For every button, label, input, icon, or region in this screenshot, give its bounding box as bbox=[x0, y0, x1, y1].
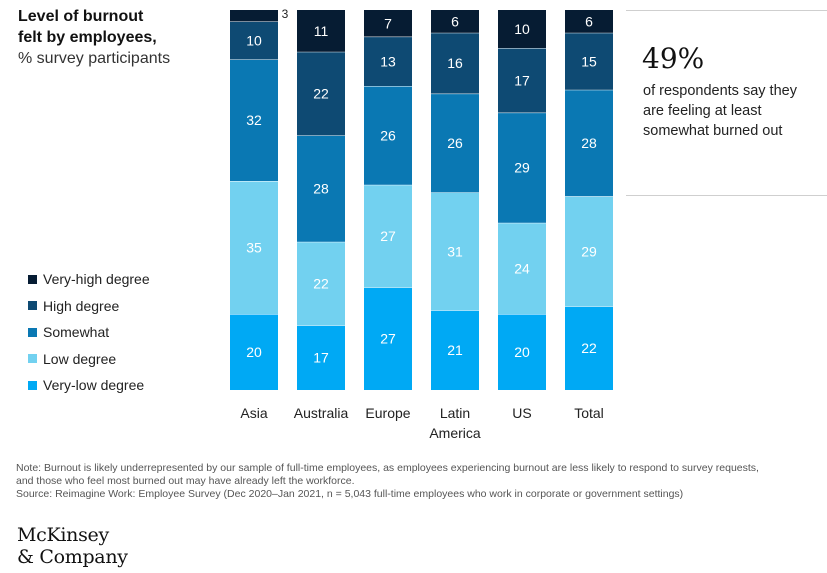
bar-segment bbox=[565, 89, 613, 197]
title-line-2: felt by employees, bbox=[18, 29, 157, 46]
chart-title: Level of burnout felt by employees, % su… bbox=[18, 6, 170, 69]
data-label: 17 bbox=[313, 350, 329, 366]
data-label: 6 bbox=[451, 13, 459, 29]
legend-label: Low degree bbox=[43, 350, 117, 367]
data-label: 26 bbox=[447, 135, 463, 151]
data-label: 10 bbox=[246, 32, 262, 48]
data-label: 16 bbox=[447, 55, 463, 71]
legend-item-very-low: Very-low degree bbox=[28, 372, 150, 399]
legend-item-high: High degree bbox=[28, 293, 150, 320]
data-label: 28 bbox=[581, 135, 597, 151]
data-label: 3 bbox=[282, 7, 289, 21]
bar-segment bbox=[565, 10, 613, 33]
bar-segment bbox=[364, 287, 412, 390]
data-label: 22 bbox=[581, 340, 597, 356]
data-label: 24 bbox=[514, 260, 530, 276]
bar-segment bbox=[297, 325, 345, 390]
note-line-1: Note: Burnout is likely underrepresented… bbox=[16, 462, 759, 474]
bar-segment bbox=[431, 192, 479, 311]
data-label: 22 bbox=[313, 276, 329, 292]
data-label: 13 bbox=[380, 53, 396, 69]
bar-segment bbox=[230, 59, 278, 181]
stacked-bar-chart: 20 35 32 10 3 Asia 17 22 28 22 11 Australia 27 27 26 13… bbox=[230, 7, 613, 441]
bar-segment bbox=[230, 314, 278, 390]
data-label: 26 bbox=[380, 127, 396, 143]
data-label: 6 bbox=[585, 13, 593, 29]
data-label: 15 bbox=[581, 53, 597, 69]
data-label: 32 bbox=[246, 112, 262, 128]
legend-swatch bbox=[28, 354, 37, 364]
legend-swatch bbox=[28, 380, 37, 390]
note-line-2: and those who feel most burned out may h… bbox=[16, 475, 355, 487]
bar-segment bbox=[498, 314, 546, 390]
data-label: 20 bbox=[246, 344, 262, 360]
bar-segment bbox=[230, 21, 278, 60]
bar-segment bbox=[431, 93, 479, 193]
legend-label: Somewhat bbox=[43, 324, 110, 341]
bar-segment bbox=[565, 196, 613, 307]
bar-segment bbox=[431, 10, 479, 33]
category-label: US bbox=[512, 405, 531, 421]
bar-segment bbox=[364, 36, 412, 86]
bar-segment bbox=[498, 10, 546, 48]
bar-segment bbox=[364, 86, 412, 185]
data-label: 21 bbox=[447, 342, 463, 358]
bar-segment bbox=[364, 184, 412, 288]
bar-segment bbox=[364, 10, 412, 37]
callout-percentage: 49% bbox=[642, 42, 705, 75]
title-subtitle: % survey participants bbox=[18, 50, 171, 67]
data-label: 27 bbox=[380, 331, 396, 347]
title-line-1: Level of burnout bbox=[18, 8, 144, 25]
category-label: Europe bbox=[365, 405, 410, 421]
legend: Very-high degree High degree Somewhat Lo… bbox=[28, 266, 150, 399]
data-label: 20 bbox=[514, 344, 530, 360]
data-label: 28 bbox=[313, 181, 329, 197]
category-label: America bbox=[429, 425, 481, 441]
bar-segment bbox=[297, 10, 345, 52]
data-label: 10 bbox=[514, 21, 530, 37]
bar-segment bbox=[230, 181, 278, 314]
category-label: Australia bbox=[294, 405, 349, 421]
legend-label: Very-low degree bbox=[43, 377, 145, 394]
legend-label: High degree bbox=[43, 297, 120, 314]
data-label: 29 bbox=[514, 160, 530, 176]
bar-segment bbox=[498, 222, 546, 314]
mckinsey-logo: McKinsey & Company bbox=[17, 524, 128, 568]
bar-segment bbox=[297, 135, 345, 242]
bar-segment bbox=[431, 310, 479, 390]
data-label: 27 bbox=[380, 228, 396, 244]
category-label: Asia bbox=[240, 405, 267, 421]
data-label: 29 bbox=[581, 243, 597, 259]
data-label: 35 bbox=[246, 240, 262, 256]
legend-swatch bbox=[28, 274, 37, 284]
legend-label: Very-high degree bbox=[43, 271, 150, 288]
legend-swatch bbox=[28, 301, 37, 311]
category-label: Latin bbox=[440, 405, 470, 421]
logo-line-1: McKinsey bbox=[17, 524, 109, 546]
legend-item-somewhat: Somewhat bbox=[28, 319, 150, 346]
source-line: Source: Reimagine Work: Employee Survey … bbox=[16, 488, 684, 500]
bar-segment bbox=[498, 48, 546, 113]
data-label: 31 bbox=[447, 243, 463, 259]
legend-swatch bbox=[28, 327, 37, 337]
legend-item-very-high: Very-high degree bbox=[28, 266, 150, 293]
bar-segment bbox=[431, 32, 479, 94]
data-label: 22 bbox=[313, 86, 329, 102]
footnote: Note: Burnout is likely underrepresented… bbox=[16, 462, 826, 501]
data-label: 17 bbox=[514, 72, 530, 88]
bar-segment bbox=[297, 241, 345, 326]
data-label: 7 bbox=[384, 15, 392, 31]
callout-divider-top bbox=[626, 10, 827, 11]
bar-segment bbox=[565, 32, 613, 90]
logo-line-2: & Company bbox=[17, 546, 128, 568]
legend-item-low: Low degree bbox=[28, 346, 150, 373]
bar-segment bbox=[230, 10, 278, 22]
bar-segment bbox=[297, 51, 345, 136]
callout-text: of respondents say they are feeling at l… bbox=[643, 83, 797, 139]
bar-segment bbox=[565, 306, 613, 390]
bar-segment bbox=[498, 112, 546, 223]
callout-divider-bottom bbox=[626, 195, 827, 196]
category-label: Total bbox=[574, 405, 604, 421]
data-label: 11 bbox=[314, 23, 329, 39]
